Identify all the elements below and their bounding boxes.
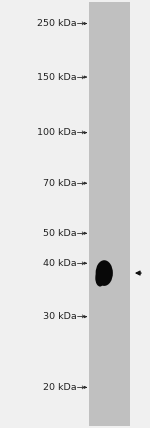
Ellipse shape xyxy=(96,260,113,286)
Text: 150 kDa→: 150 kDa→ xyxy=(37,72,85,82)
Ellipse shape xyxy=(95,270,105,287)
Text: 50 kDa→: 50 kDa→ xyxy=(43,229,85,238)
Text: 40 kDa→: 40 kDa→ xyxy=(43,259,85,268)
Bar xyxy=(89,2,130,426)
Text: 20 kDa→: 20 kDa→ xyxy=(43,383,85,392)
Text: 100 kDa→: 100 kDa→ xyxy=(37,128,85,137)
Text: 250 kDa→: 250 kDa→ xyxy=(37,19,85,28)
Text: 70 kDa→: 70 kDa→ xyxy=(43,178,85,188)
Text: 30 kDa→: 30 kDa→ xyxy=(43,312,85,321)
